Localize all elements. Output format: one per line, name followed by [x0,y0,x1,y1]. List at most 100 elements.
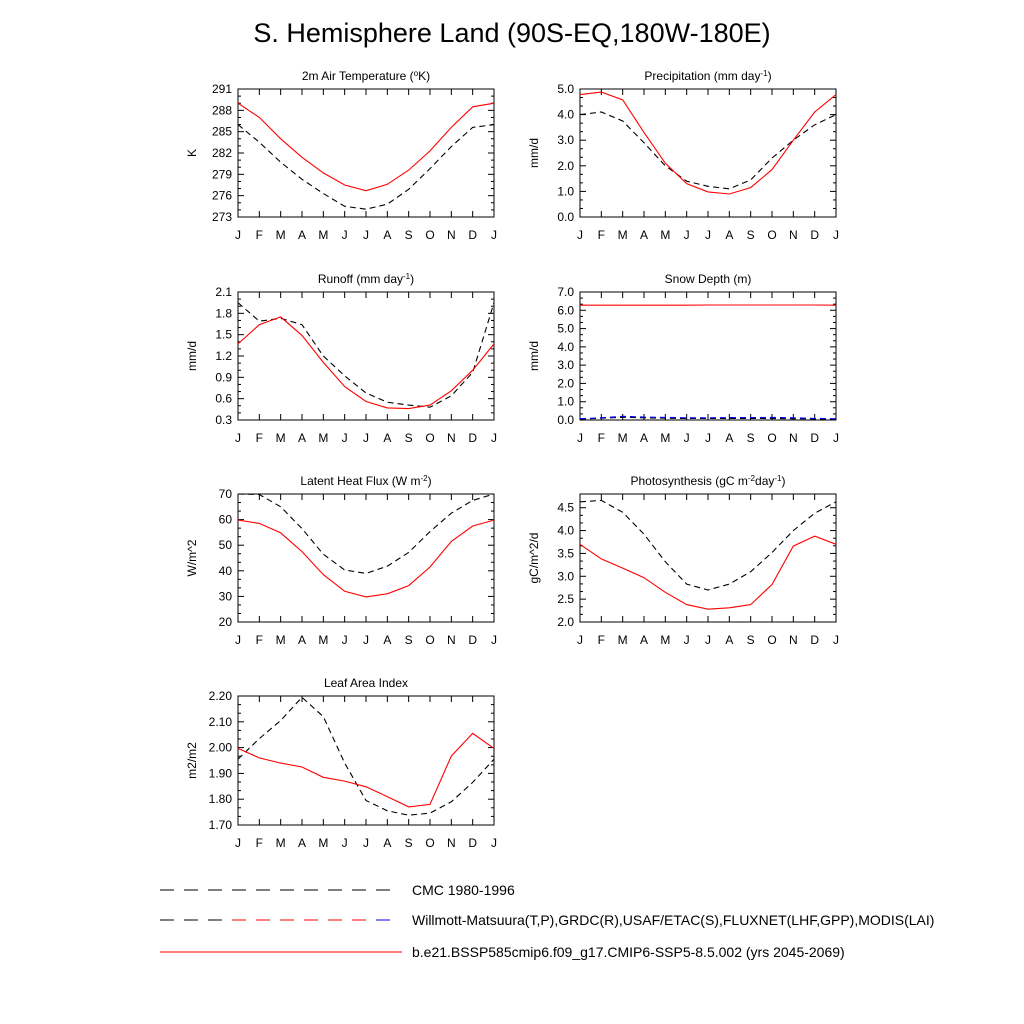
y-tick-label: 2.10 [209,715,233,729]
chart-title: Leaf Area Index [324,676,408,690]
series-line-1 [579,416,837,420]
chart-title: Precipitation (mm day-1) [644,69,771,84]
x-tick-label: J [684,633,690,647]
x-tick-label: J [342,228,348,242]
y-tick-label: 1.70 [209,818,233,832]
y-tick-label: 0.0 [557,413,574,427]
y-tick-label: 1.2 [215,349,232,363]
y-axis-label: mm/d [527,341,541,371]
y-tick-label: 282 [212,146,232,160]
x-tick-label: S [405,836,413,850]
plot-frame [237,291,495,421]
x-tick-label: A [383,633,391,647]
y-axis-label: mm/d [185,341,199,371]
series-line-2 [579,415,837,420]
chart-1: 2m Air Temperature (oK) 273 276 279 282 285 28… [185,69,497,243]
x-tick-label: J [833,633,839,647]
x-tick-label: S [747,228,755,242]
y-tick-label: 276 [212,189,232,203]
y-tick-label: 60 [219,513,233,527]
x-tick-label: D [810,633,819,647]
y-tick-label: 3.0 [557,358,574,372]
x-tick-label: J [491,431,497,445]
x-tick-label: J [342,431,348,445]
y-tick-label: 3.0 [557,569,574,583]
y-tick-label: 3.5 [557,546,574,560]
x-tick-label: A [298,836,306,850]
x-tick-label: F [598,633,605,647]
series-line-1 [237,124,495,210]
x-tick-label: J [684,228,690,242]
y-tick-label: 2.00 [209,741,233,755]
x-tick-label: A [725,228,733,242]
legend-item-3: b.e21.BSSP585cmip6.f09_g17.CMIP6-SSP5-8.… [160,944,845,960]
y-tick-label: 2.0 [557,615,574,629]
x-tick-label: J [833,431,839,445]
x-tick-label: M [660,431,670,445]
y-tick-label: 288 [212,103,232,117]
chart-title: Latent Heat Flux (W m-2) [300,474,431,489]
plot-frame [579,88,837,218]
x-tick-label: J [705,633,711,647]
x-tick-label: A [725,431,733,445]
chart-title: Photosynthesis (gC m-2day-1) [631,474,786,489]
x-tick-label: N [447,431,456,445]
series-line-1 [579,111,837,190]
x-tick-label: N [789,431,798,445]
x-tick-label: J [363,836,369,850]
y-tick-label: 20 [219,615,233,629]
y-tick-label: 4.0 [557,524,574,538]
x-tick-label: N [447,836,456,850]
legend-label: CMC 1980-1996 [412,882,515,898]
chart-7: Leaf Area Index 1.70 1.80 1.90 2.00 2.10 2.20 J… [185,676,497,850]
x-tick-label: N [447,633,456,647]
x-tick-label: A [640,633,648,647]
x-tick-label: S [405,633,413,647]
x-tick-label: S [747,431,755,445]
x-tick-label: O [425,633,434,647]
y-tick-label: 7.0 [557,285,574,299]
chart-2: Precipitation (mm day-1) 0.0 1.0 2.0 3.0 4.0 5… [527,69,839,243]
x-tick-label: O [767,228,776,242]
y-tick-label: 0.6 [215,392,232,406]
y-axis-label: m2/m2 [185,742,199,779]
x-tick-label: D [468,431,477,445]
x-tick-label: J [491,836,497,850]
x-tick-label: F [256,836,263,850]
series-line-1 [579,499,837,591]
x-tick-label: A [383,431,391,445]
legend-label: b.e21.BSSP585cmip6.f09_g17.CMIP6-SSP5-8.… [412,944,845,960]
x-tick-label: M [660,633,670,647]
y-tick-label: 6.0 [557,303,574,317]
y-tick-label: 1.90 [209,766,233,780]
x-tick-label: A [640,228,648,242]
x-tick-label: J [363,431,369,445]
x-tick-label: O [425,228,434,242]
x-tick-label: F [256,431,263,445]
x-tick-label: M [618,633,628,647]
y-axis-label: K [185,149,199,157]
series-line-2 [579,535,837,610]
chart-title: Runoff (mm day-1) [318,272,414,287]
y-tick-label: 1.80 [209,792,233,806]
x-tick-label: M [618,228,628,242]
x-tick-label: N [447,228,456,242]
x-tick-label: D [810,431,819,445]
y-tick-label: 2.5 [557,592,574,606]
chart-4: Snow Depth (m) 0.0 1.0 2.0 3.0 4.0 5.0 6.0 7.0 J F… [527,272,839,445]
x-tick-label: J [577,431,583,445]
x-tick-label: J [235,228,241,242]
y-tick-label: 0.3 [215,413,232,427]
y-tick-label: 2.1 [215,285,232,299]
y-tick-label: 1.8 [215,306,232,320]
series-line-2 [237,519,495,598]
y-axis-label: W/m^2 [185,539,199,576]
x-tick-label: M [318,633,328,647]
chart-title: Snow Depth (m) [665,272,752,286]
x-tick-label: J [235,836,241,850]
x-tick-label: J [577,633,583,647]
y-tick-label: 1.5 [215,328,232,342]
x-tick-label: A [725,633,733,647]
y-tick-label: 40 [219,564,233,578]
